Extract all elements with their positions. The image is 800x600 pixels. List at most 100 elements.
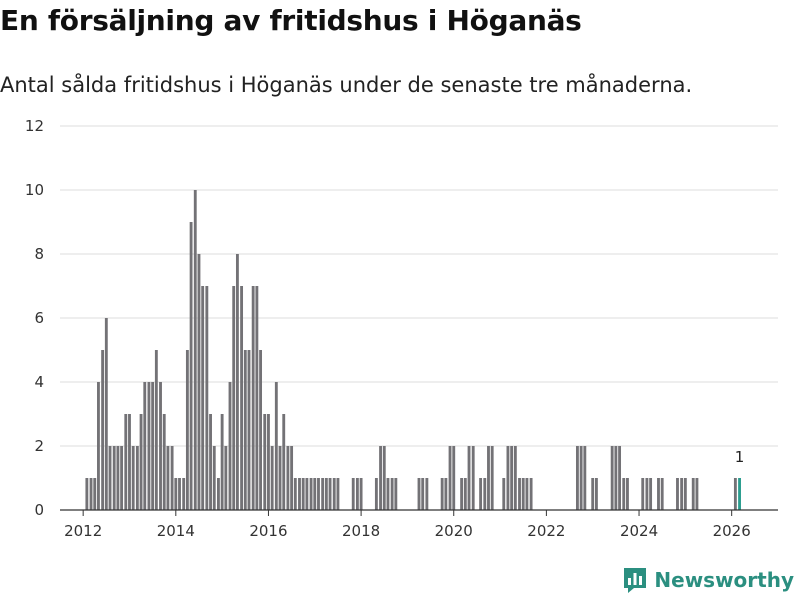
- x-axis: 2012 2014 2016 2018 2020 2022 2024 2026: [60, 509, 778, 540]
- bar: [618, 446, 622, 510]
- bar: [641, 478, 645, 510]
- newsworthy-logo[interactable]: Newsworthy: [622, 566, 794, 594]
- bar: [147, 382, 151, 510]
- bar: [487, 446, 490, 510]
- bar: [255, 286, 259, 510]
- chart-title: En försäljning av fritidshus i Höganäs: [0, 4, 582, 37]
- bar: [220, 414, 224, 510]
- bar: [185, 350, 189, 510]
- bar: [197, 254, 201, 510]
- annotations: 1: [735, 448, 745, 466]
- bar: [460, 478, 464, 510]
- bar: [101, 350, 105, 510]
- bar: [683, 478, 687, 510]
- bar: [374, 478, 378, 510]
- x-tick-label: 2026: [713, 522, 751, 540]
- bar: [154, 350, 158, 510]
- bar: [104, 318, 108, 510]
- bar: [267, 414, 270, 510]
- bar: [97, 382, 100, 510]
- x-tick-label: 2014: [157, 522, 195, 540]
- y-axis: 0 2 4 6 8 10 12: [25, 117, 44, 519]
- bar: [332, 478, 336, 510]
- bar: [440, 478, 444, 510]
- y-tick-label: 8: [34, 245, 44, 263]
- bar: [525, 478, 529, 510]
- bar: [189, 222, 193, 510]
- bar: [660, 478, 664, 510]
- bar: [444, 478, 448, 510]
- bar: [93, 478, 97, 510]
- bar: [124, 414, 128, 510]
- bar: [510, 446, 514, 510]
- bar: [680, 478, 684, 510]
- y-tick-label: 4: [34, 373, 44, 391]
- bar: [178, 478, 181, 510]
- bar: [594, 478, 598, 510]
- bar: [224, 446, 228, 510]
- newsworthy-chart-icon: [624, 568, 647, 593]
- bar: [614, 446, 618, 510]
- bar: [205, 286, 209, 510]
- bar: [521, 478, 525, 510]
- bar: [293, 478, 297, 510]
- chart-subtitle: Antal sålda fritidshus i Höganäs under d…: [0, 73, 693, 97]
- bar: [174, 478, 178, 510]
- bar: [518, 478, 521, 510]
- bar: [695, 478, 699, 510]
- bar: [309, 478, 313, 510]
- bar: [232, 286, 236, 510]
- bar: [691, 478, 695, 510]
- x-tick-label: 2024: [620, 522, 658, 540]
- bar: [228, 382, 232, 510]
- bar: [209, 414, 212, 510]
- bar: [622, 478, 626, 510]
- bar: [386, 478, 390, 510]
- bar: [591, 478, 595, 510]
- bar: [212, 446, 216, 510]
- bar: [355, 478, 359, 510]
- x-tick-label: 2020: [435, 522, 473, 540]
- y-tick-label: 10: [25, 181, 44, 199]
- bar: [159, 382, 162, 510]
- bar: [336, 478, 340, 510]
- bar: [151, 382, 155, 510]
- x-tick-label: 2018: [342, 522, 380, 540]
- bar: [390, 478, 394, 510]
- bar: [216, 478, 220, 510]
- bar: [649, 478, 653, 510]
- y-tick-label: 12: [25, 117, 44, 135]
- bar: [263, 414, 267, 510]
- bar: [274, 382, 278, 510]
- bar: [657, 478, 660, 510]
- bar: [240, 286, 244, 510]
- bar: [278, 446, 282, 510]
- bar: [513, 446, 517, 510]
- bar: [448, 446, 452, 510]
- bar: [328, 478, 332, 510]
- bar: [282, 414, 286, 510]
- bar: [324, 478, 328, 510]
- bar: [259, 350, 263, 510]
- bar: [382, 446, 386, 510]
- bar: [610, 446, 614, 510]
- bar: [305, 478, 309, 510]
- bar: [317, 478, 320, 510]
- bar: [251, 286, 255, 510]
- bar: [479, 478, 483, 510]
- bar: [247, 350, 251, 510]
- brand-name: Newsworthy: [654, 568, 794, 592]
- bar: [506, 446, 510, 510]
- bar: [645, 478, 649, 510]
- bar: [89, 478, 93, 510]
- bar: [135, 446, 139, 510]
- bar: [290, 446, 294, 510]
- bar: [425, 478, 429, 510]
- bar: [583, 446, 587, 510]
- bar: [286, 446, 290, 510]
- bar: [182, 478, 186, 510]
- bar: [313, 478, 317, 510]
- bar-latest: [738, 478, 741, 510]
- bar: [463, 478, 467, 510]
